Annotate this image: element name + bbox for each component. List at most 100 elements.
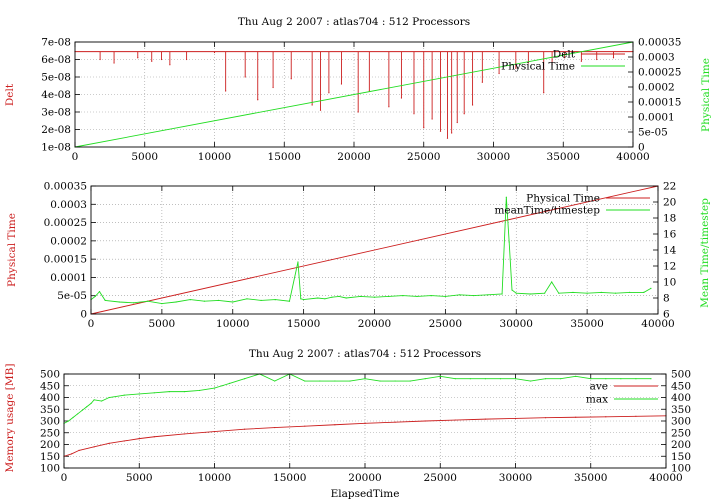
data-point xyxy=(650,378,652,380)
data-point xyxy=(311,104,313,106)
y-tick-label: 450 xyxy=(40,380,60,392)
y2-tick-label: 100 xyxy=(671,463,691,475)
data-point xyxy=(444,295,446,297)
data-point xyxy=(499,378,502,380)
data-point xyxy=(388,106,390,108)
data-point xyxy=(423,127,425,129)
data-point xyxy=(304,380,306,382)
data-point xyxy=(463,113,465,115)
data-point xyxy=(359,295,361,297)
y-tick-label: 5e-05 xyxy=(57,290,87,302)
data-point xyxy=(303,299,305,301)
y-tick-label: 0.0002 xyxy=(50,235,87,247)
x-tick-label: 5000 xyxy=(131,151,158,163)
y-tick-label: 0.00035 xyxy=(44,181,87,193)
data-point xyxy=(612,57,615,59)
legend-label: Delt xyxy=(553,49,576,61)
data-point xyxy=(424,378,426,380)
series-line-1 xyxy=(63,415,667,457)
data-point xyxy=(228,382,231,384)
data-point xyxy=(85,406,88,408)
y2-tick-label: 0.00025 xyxy=(638,67,681,79)
y-tick-label: 0.00025 xyxy=(44,217,87,229)
data-point xyxy=(274,380,276,382)
data-point xyxy=(515,67,517,69)
data-point xyxy=(379,380,381,382)
y2-tick-label: 12 xyxy=(663,261,676,273)
data-point xyxy=(244,428,246,430)
data-point xyxy=(430,295,432,297)
data-point xyxy=(529,380,532,382)
data-point xyxy=(431,118,433,120)
x-tick-label: 15000 xyxy=(273,472,306,484)
data-point xyxy=(189,299,191,301)
x-tick-label: 30000 xyxy=(499,472,532,484)
legend-label: max xyxy=(586,394,608,406)
y-axis-label: Delt xyxy=(4,83,16,106)
data-point xyxy=(300,298,302,300)
data-point xyxy=(388,295,390,297)
y2-tick-label: 16 xyxy=(663,229,677,241)
data-point xyxy=(221,385,223,387)
series-line-1 xyxy=(75,51,633,139)
plot-frame xyxy=(74,41,634,148)
y-tick-label: 400 xyxy=(40,392,60,404)
x-tick-label: 40000 xyxy=(616,151,649,163)
data-point xyxy=(104,299,106,301)
x-tick-label: 5000 xyxy=(126,472,153,484)
data-point xyxy=(297,261,299,263)
data-point xyxy=(108,442,110,444)
data-point xyxy=(529,293,532,295)
x-tick-label: 0 xyxy=(88,318,95,330)
data-point xyxy=(545,417,547,419)
y2-tick-label: 0.0002 xyxy=(638,82,675,94)
data-point xyxy=(511,289,513,291)
data-point xyxy=(373,296,376,298)
y-tick-label: 200 xyxy=(40,439,60,451)
x-tick-label: 40000 xyxy=(649,472,682,484)
data-point xyxy=(564,57,566,59)
series-line-2 xyxy=(63,373,651,424)
x-tick-label: 35000 xyxy=(574,472,607,484)
data-point xyxy=(394,380,396,382)
y2-tick-label: 0 xyxy=(638,142,645,154)
data-point xyxy=(147,300,149,302)
y-tick-label: 6e-08 xyxy=(41,54,71,66)
legend-label: Physical Time xyxy=(526,193,600,205)
data-point xyxy=(364,378,366,380)
data-point xyxy=(113,62,115,64)
data-point xyxy=(288,300,291,302)
x-tick-label: 15000 xyxy=(268,151,301,163)
data-point xyxy=(198,389,201,392)
y2-tick-label: 0.0003 xyxy=(638,52,675,64)
data-point xyxy=(501,293,503,295)
plot-3: 0 5000 10000 15000 20000 25000 30000 35000 40000… xyxy=(4,348,691,500)
data-point xyxy=(118,301,120,303)
y2-tick-label: 8 xyxy=(663,293,670,305)
plot-frame xyxy=(90,185,659,315)
data-point xyxy=(527,62,529,64)
data-point xyxy=(153,436,155,438)
data-point xyxy=(319,109,322,111)
data-point xyxy=(416,295,418,297)
x-tick-label: 25000 xyxy=(424,472,457,484)
y-tick-label: 100 xyxy=(40,463,60,475)
data-point xyxy=(175,301,177,303)
plot-2: 0 5000 10000 15000 20000 25000 30000 35000 40000… xyxy=(6,181,711,331)
data-point xyxy=(454,419,456,421)
data-point xyxy=(324,298,326,300)
data-point xyxy=(629,291,631,293)
y2-tick-label: 350 xyxy=(671,404,691,416)
data-point xyxy=(484,418,486,420)
data-point xyxy=(257,99,259,101)
data-point xyxy=(409,380,411,382)
x-tick-label: 0 xyxy=(72,151,79,163)
data-point xyxy=(334,380,336,382)
data-point xyxy=(244,378,246,380)
x-axis-label: ElapsedTime xyxy=(331,488,400,500)
data-point xyxy=(246,298,248,300)
data-point xyxy=(290,78,292,80)
data-point xyxy=(543,92,545,94)
y2-tick-label: 0.00035 xyxy=(638,37,681,49)
